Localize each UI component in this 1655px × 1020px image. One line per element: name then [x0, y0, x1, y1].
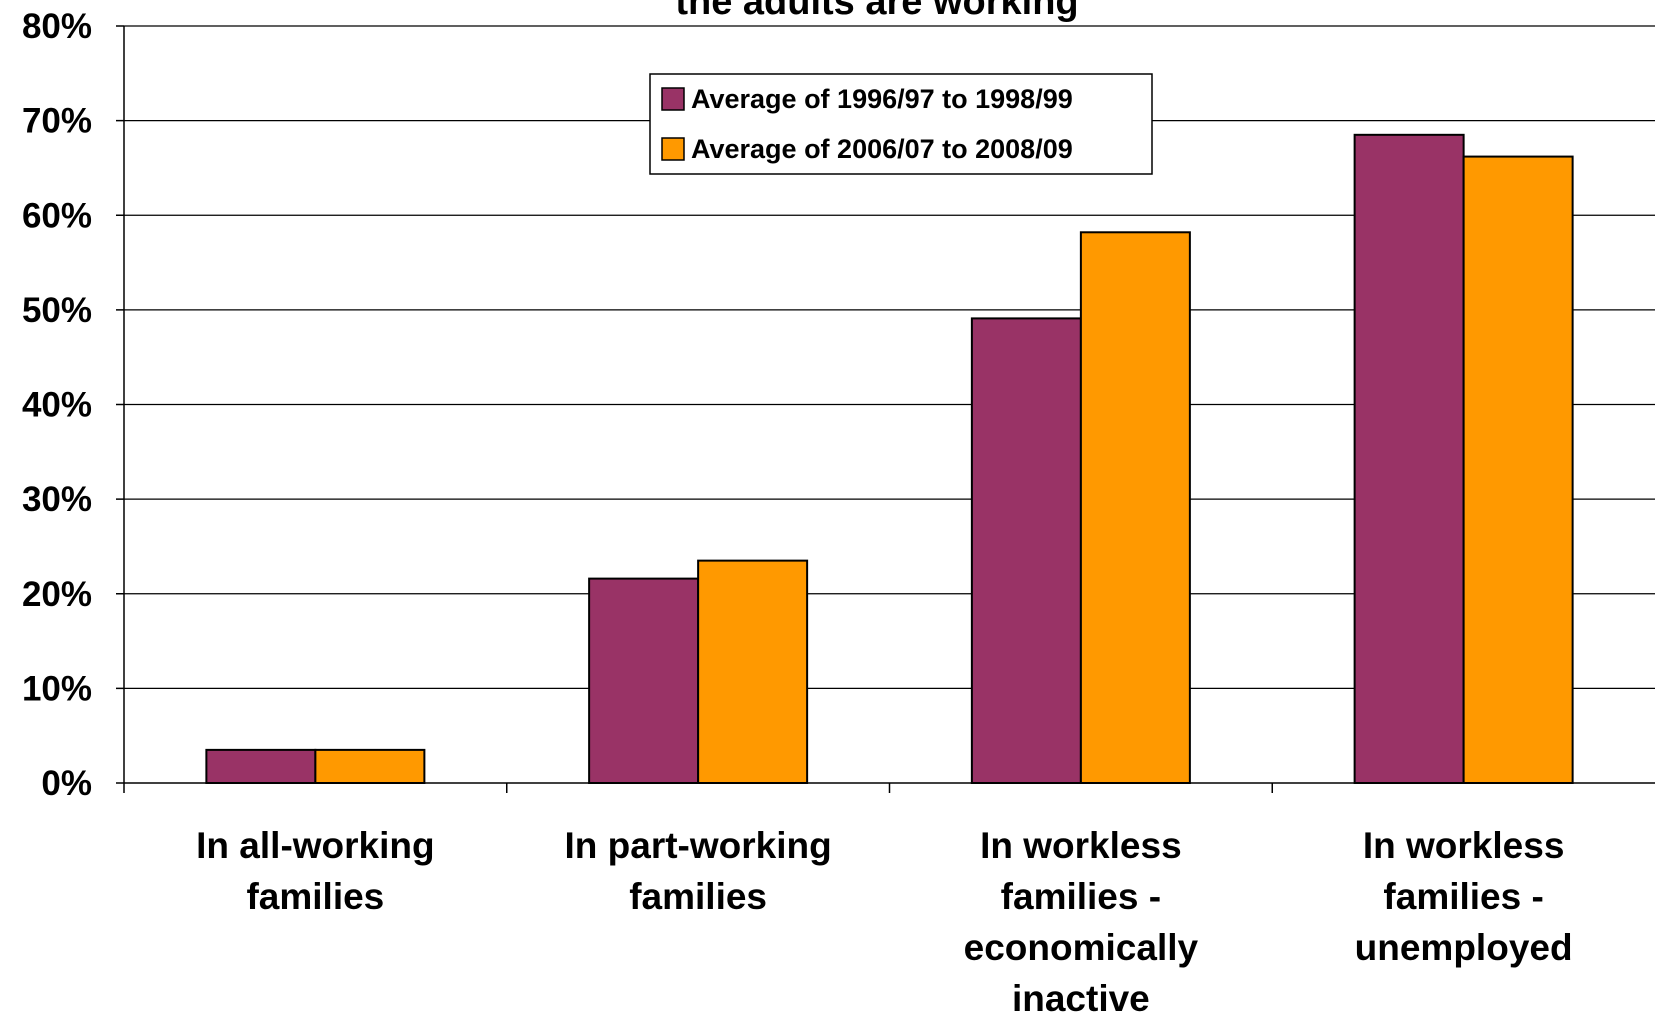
legend: Average of 1996/97 to 1998/99 Average of …: [649, 73, 1153, 175]
bar-series2-cat4: [1462, 155, 1574, 784]
x-category-label: unemployed: [1355, 927, 1573, 968]
bar-series1-cat2: [588, 577, 700, 784]
x-category-label: In part-working: [565, 825, 832, 866]
x-category-label: economically: [964, 927, 1199, 968]
y-tick-label: 40%: [22, 386, 92, 425]
chart-title: the adults are working: [675, 0, 1078, 23]
x-category-label: inactive: [1012, 978, 1150, 1015]
y-tick-label: 30%: [22, 480, 92, 519]
y-tick-label: 10%: [22, 669, 92, 708]
y-tick-label: 50%: [22, 291, 92, 330]
y-tick-label: 20%: [22, 575, 92, 614]
x-category-label: In workless: [1363, 825, 1565, 866]
bar-series2-cat2: [697, 559, 809, 784]
x-category-label: families: [629, 876, 767, 917]
y-tick-label: 0%: [41, 764, 92, 803]
legend-label: Average of 1996/97 to 1998/99: [691, 84, 1073, 114]
x-category-label: In all-working: [196, 825, 434, 866]
y-tick-label: 80%: [22, 7, 92, 46]
legend-swatch: [661, 87, 685, 111]
legend-swatch: [661, 137, 685, 161]
x-category-label: families -: [1001, 876, 1161, 917]
bars: [205, 133, 1574, 785]
y-axis-ticks: 0% 10% 20% 30% 40% 50% 60% 70% 80%: [22, 7, 92, 803]
x-category-label: In workless: [980, 825, 1182, 866]
axes: [116, 25, 1655, 793]
x-category-label: families -: [1383, 876, 1543, 917]
bar-series1-cat1: [205, 748, 317, 784]
legend-label: Average of 2006/07 to 2008/09: [691, 134, 1073, 164]
x-axis-labels: In all-working families In part-working fam…: [196, 825, 1573, 1019]
x-category-label: families: [246, 876, 384, 917]
bar-series1-cat4: [1353, 133, 1465, 785]
gridlines: [124, 25, 1655, 690]
legend-box: [649, 73, 1153, 175]
bar-series1-cat3: [970, 317, 1082, 784]
y-tick-label: 70%: [22, 102, 92, 141]
bar-series2-cat3: [1079, 231, 1191, 785]
bar-series2-cat1: [314, 748, 426, 784]
y-tick-label: 60%: [22, 196, 92, 235]
